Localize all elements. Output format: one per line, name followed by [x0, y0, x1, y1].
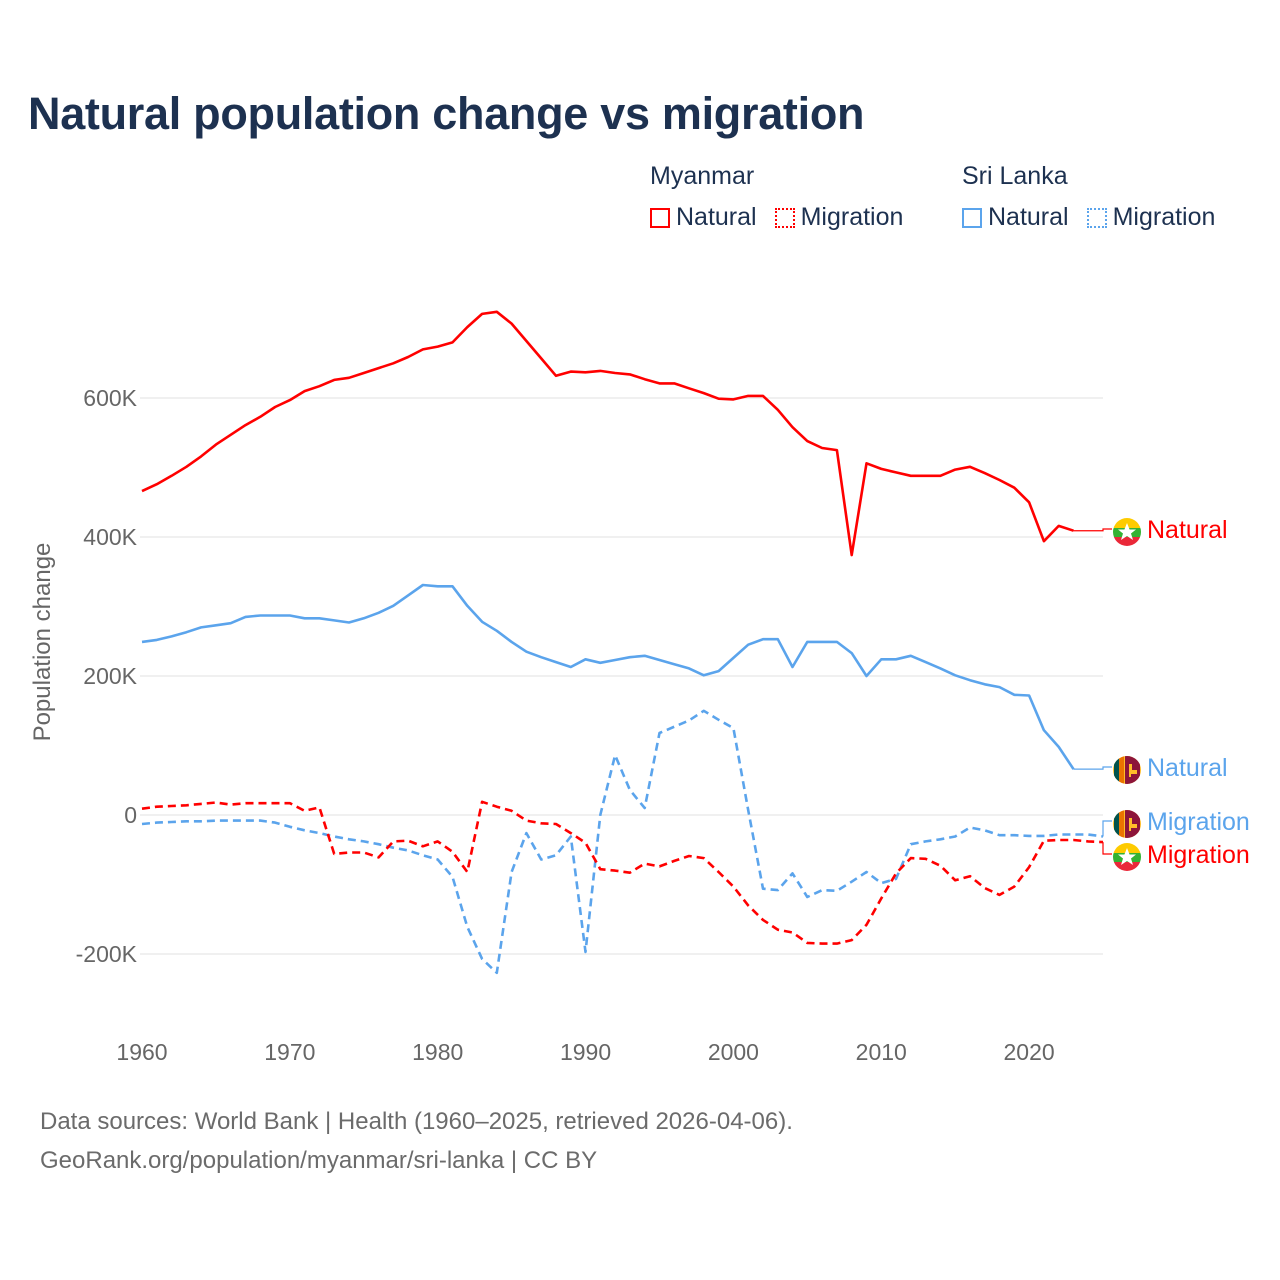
x-axis-ticks: 1960 1970 1980 1990 2000 2010 2020 — [116, 1039, 1054, 1065]
solid-swatch-icon — [962, 207, 982, 228]
end-label: Natural — [1147, 516, 1228, 544]
legend-label: Migration — [800, 203, 904, 231]
footer-sources: Data sources: World Bank | Health (1960–… — [40, 1108, 793, 1135]
dotted-swatch-icon — [1086, 207, 1107, 228]
x-tick-label: 2020 — [1004, 1039, 1055, 1065]
series-end-labels: Natural Natural Migration Migration — [1073, 516, 1250, 871]
solid-swatch-icon — [650, 207, 670, 228]
myanmar-flag-icon — [1113, 843, 1141, 871]
dotted-swatch-icon — [774, 207, 795, 228]
x-tick-label: 1980 — [412, 1039, 463, 1065]
chart-title: Natural population change vs migration — [28, 88, 865, 139]
myanmar-flag-icon — [1113, 518, 1141, 546]
legend-label: Natural — [988, 203, 1069, 231]
series-line-sri-lanka-natural — [141, 583, 1075, 770]
end-label: Migration — [1147, 808, 1250, 836]
legend-item-sri-lanka-natural[interactable]: Natural — [962, 203, 1069, 232]
legend-label: Natural — [676, 203, 757, 231]
y-tick-label: 400K — [83, 524, 137, 550]
end-label: Migration — [1147, 841, 1250, 869]
series-line-myanmar-natural — [141, 310, 1074, 557]
series-line-sri-lanka-migration — [141, 709, 1104, 975]
footer-link[interactable]: GeoRank.org/population/myanmar/sri-lanka… — [40, 1147, 598, 1174]
gridlines — [140, 397, 1103, 955]
legend-label: Migration — [1112, 203, 1216, 231]
series-line-myanmar-migration — [141, 800, 1104, 945]
x-tick-label: 2000 — [708, 1039, 759, 1065]
y-tick-label: 0 — [124, 802, 137, 828]
x-tick-label: 1970 — [264, 1039, 315, 1065]
legend-header-sri-lanka: Sri Lanka — [962, 162, 1068, 190]
series-lines — [141, 310, 1104, 975]
label-connector — [1102, 841, 1112, 855]
label-connector — [1102, 820, 1112, 838]
sri-lanka-flag-icon — [1113, 756, 1141, 784]
legend-item-myanmar-natural[interactable]: Natural — [650, 203, 757, 232]
y-tick-label: -200K — [76, 941, 138, 967]
label-connector — [1073, 528, 1112, 532]
legend-sri-lanka: Sri Lanka Natural Migration — [962, 162, 1215, 232]
y-axis-label: Population change — [29, 543, 56, 742]
x-tick-label: 1990 — [560, 1039, 611, 1065]
legend-myanmar: Myanmar Natural Migration — [650, 162, 903, 232]
y-tick-label: 600K — [83, 385, 137, 411]
label-connector — [1073, 766, 1112, 770]
legend-item-sri-lanka-migration[interactable]: Migration — [1086, 203, 1216, 232]
y-axis-ticks: -200K 0 200K 400K 600K — [76, 385, 138, 967]
end-label: Natural — [1147, 754, 1228, 782]
legend-header-myanmar: Myanmar — [650, 162, 755, 190]
x-tick-label: 1960 — [116, 1039, 167, 1065]
sri-lanka-flag-icon — [1113, 810, 1141, 838]
legend-item-myanmar-migration[interactable]: Migration — [774, 203, 904, 232]
x-tick-label: 2010 — [856, 1039, 907, 1065]
y-tick-label: 200K — [83, 663, 137, 689]
